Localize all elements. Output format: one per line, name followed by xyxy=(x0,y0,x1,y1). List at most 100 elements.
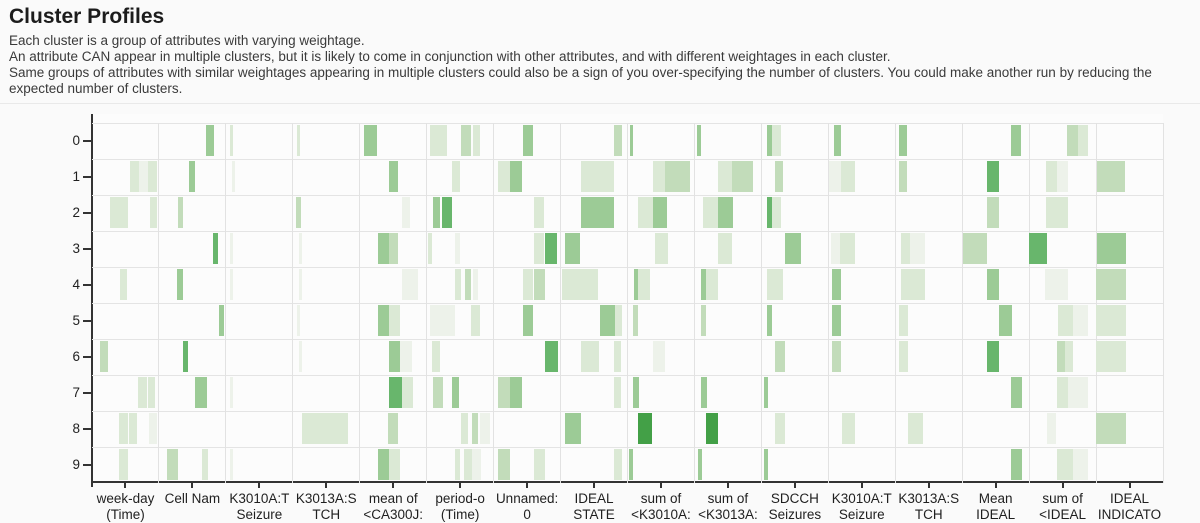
heatmap-stripe[interactable] xyxy=(1072,448,1089,480)
heatmap-stripe[interactable] xyxy=(389,304,400,336)
heatmap-stripe[interactable] xyxy=(545,232,558,264)
heatmap-stripe[interactable] xyxy=(510,160,522,192)
heatmap-stripe[interactable] xyxy=(1057,160,1068,192)
heatmap-stripe[interactable] xyxy=(454,268,461,300)
heatmap-stripe[interactable] xyxy=(652,160,665,192)
heatmap-stripe[interactable] xyxy=(1065,340,1073,372)
heatmap-stripe[interactable] xyxy=(432,376,443,408)
heatmap-stripe[interactable] xyxy=(766,304,773,336)
heatmap-stripe[interactable] xyxy=(1096,304,1127,336)
heatmap-stripe[interactable] xyxy=(428,232,433,264)
heatmap-stripe[interactable] xyxy=(774,412,785,444)
heatmap-stripe[interactable] xyxy=(628,448,633,480)
heatmap-stripe[interactable] xyxy=(498,376,511,408)
heatmap-stripe[interactable] xyxy=(148,412,157,444)
heatmap-stripe[interactable] xyxy=(701,268,706,300)
heatmap-stripe[interactable] xyxy=(999,304,1012,336)
heatmap-stripe[interactable] xyxy=(841,160,856,192)
heatmap-stripe[interactable] xyxy=(523,268,534,300)
heatmap-stripe[interactable] xyxy=(432,340,441,372)
heatmap-stripe[interactable] xyxy=(909,232,925,264)
heatmap-stripe[interactable] xyxy=(430,304,455,336)
heatmap-stripe[interactable] xyxy=(399,340,412,372)
heatmap-stripe[interactable] xyxy=(565,412,581,444)
heatmap-stripe[interactable] xyxy=(652,340,665,372)
heatmap-stripe[interactable] xyxy=(828,160,842,192)
heatmap-stripe[interactable] xyxy=(389,160,398,192)
heatmap-stripe[interactable] xyxy=(1096,160,1125,192)
heatmap-stripe[interactable] xyxy=(377,304,390,336)
heatmap-stripe[interactable] xyxy=(464,268,471,300)
heatmap-stripe[interactable] xyxy=(703,196,718,228)
heatmap-stripe[interactable] xyxy=(1057,304,1073,336)
heatmap-stripe[interactable] xyxy=(898,304,908,336)
heatmap-stripe[interactable] xyxy=(472,412,479,444)
heatmap-stripe[interactable] xyxy=(498,448,511,480)
heatmap-stripe[interactable] xyxy=(766,196,773,228)
heatmap-stripe[interactable] xyxy=(229,448,233,480)
heatmap-stripe[interactable] xyxy=(452,376,460,408)
heatmap-stripe[interactable] xyxy=(784,232,801,264)
heatmap-stripe[interactable] xyxy=(129,412,137,444)
heatmap-stripe[interactable] xyxy=(498,160,511,192)
heatmap-stripe[interactable] xyxy=(454,448,461,480)
heatmap-stripe[interactable] xyxy=(296,304,301,336)
heatmap-stripe[interactable] xyxy=(705,412,718,444)
heatmap-stripe[interactable] xyxy=(389,232,398,264)
heatmap-stripe[interactable] xyxy=(464,448,473,480)
heatmap-stripe[interactable] xyxy=(150,196,157,228)
heatmap-stripe[interactable] xyxy=(561,268,599,300)
heatmap-stripe[interactable] xyxy=(634,268,639,300)
heatmap-stripe[interactable] xyxy=(1096,268,1127,300)
heatmap-stripe[interactable] xyxy=(480,412,490,444)
heatmap-stripe[interactable] xyxy=(839,232,856,264)
heatmap-stripe[interactable] xyxy=(986,340,999,372)
heatmap-stripe[interactable] xyxy=(442,196,453,228)
heatmap-stripe[interactable] xyxy=(363,124,378,156)
heatmap-stripe[interactable] xyxy=(717,160,732,192)
heatmap-stripe[interactable] xyxy=(731,160,753,192)
heatmap-stripe[interactable] xyxy=(1067,376,1089,408)
heatmap-stripe[interactable] xyxy=(962,232,987,264)
heatmap-stripe[interactable] xyxy=(986,160,999,192)
heatmap-stripe[interactable] xyxy=(177,268,184,300)
heatmap-stripe[interactable] xyxy=(377,232,390,264)
heatmap-stripe[interactable] xyxy=(389,376,402,408)
heatmap-stripe[interactable] xyxy=(1045,268,1068,300)
heatmap-stripe[interactable] xyxy=(654,232,669,264)
heatmap-stripe[interactable] xyxy=(898,340,908,372)
heatmap-stripe[interactable] xyxy=(764,448,769,480)
heatmap-stripe[interactable] xyxy=(118,448,129,480)
heatmap-stripe[interactable] xyxy=(614,304,623,336)
heatmap-stripe[interactable] xyxy=(148,376,155,408)
heatmap-stripe[interactable] xyxy=(523,124,534,156)
heatmap-stripe[interactable] xyxy=(298,268,302,300)
heatmap-stripe[interactable] xyxy=(401,268,418,300)
heatmap-stripe[interactable] xyxy=(614,124,623,156)
heatmap-stripe[interactable] xyxy=(533,268,546,300)
heatmap-stripe[interactable] xyxy=(1077,124,1089,156)
heatmap-stripe[interactable] xyxy=(302,412,349,444)
heatmap-stripe[interactable] xyxy=(430,124,447,156)
heatmap-stripe[interactable] xyxy=(118,412,129,444)
heatmap-stripe[interactable] xyxy=(632,304,639,336)
heatmap-stripe[interactable] xyxy=(533,232,545,264)
heatmap-stripe[interactable] xyxy=(652,196,667,228)
heatmap-stripe[interactable] xyxy=(472,448,481,480)
heatmap-stripe[interactable] xyxy=(472,268,479,300)
heatmap-stripe[interactable] xyxy=(472,124,481,156)
heatmap-stripe[interactable] xyxy=(470,304,481,336)
heatmap-stripe[interactable] xyxy=(432,196,441,228)
heatmap-stripe[interactable] xyxy=(1057,340,1066,372)
heatmap-stripe[interactable] xyxy=(900,268,925,300)
heatmap-stripe[interactable] xyxy=(638,196,653,228)
heatmap-stripe[interactable] xyxy=(630,124,633,156)
heatmap-stripe[interactable] xyxy=(986,196,999,228)
heatmap-stripe[interactable] xyxy=(533,448,546,480)
heatmap-stripe[interactable] xyxy=(110,196,129,228)
heatmap-stripe[interactable] xyxy=(766,268,783,300)
heatmap-stripe[interactable] xyxy=(833,124,842,156)
heatmap-stripe[interactable] xyxy=(205,124,214,156)
heatmap-stripe[interactable] xyxy=(213,232,218,264)
heatmap-stripe[interactable] xyxy=(697,448,702,480)
